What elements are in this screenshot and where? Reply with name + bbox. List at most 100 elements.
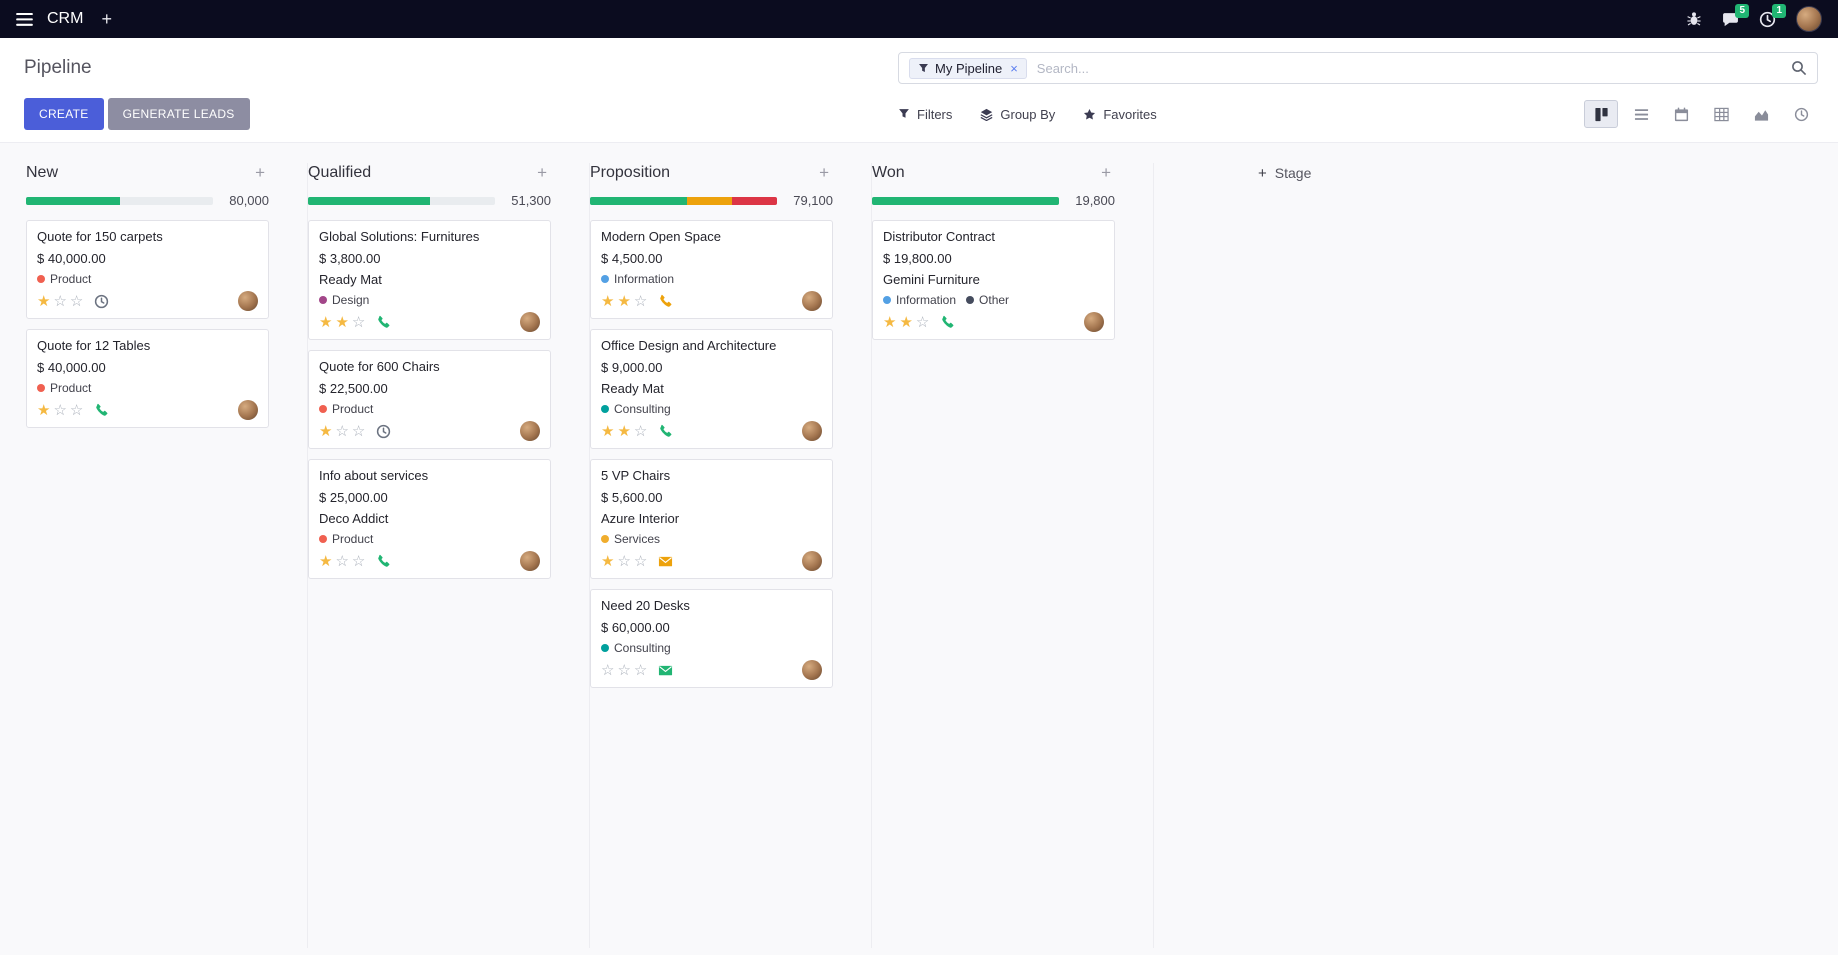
search-icon[interactable]: [1791, 60, 1807, 76]
add-stage-button[interactable]: + Stage: [1258, 165, 1311, 948]
star-icon[interactable]: ★: [601, 422, 615, 440]
favorites-button[interactable]: Favorites: [1083, 107, 1157, 122]
star-icon[interactable]: ★: [319, 552, 333, 570]
column-progressbar[interactable]: [308, 196, 495, 205]
kanban-card[interactable]: Global Solutions: Furnitures $ 3,800.00 Re…: [308, 220, 551, 340]
column-title[interactable]: Proposition: [590, 164, 671, 181]
column-add-icon[interactable]: +: [537, 163, 547, 182]
column-progressbar[interactable]: [872, 196, 1059, 205]
kanban-card[interactable]: Quote for 12 Tables $ 40,000.00 Product ★ ☆ ☆: [26, 329, 269, 428]
star-icon[interactable]: ☆: [617, 661, 631, 679]
star-icon[interactable]: ☆: [633, 552, 648, 570]
star-icon[interactable]: ☆: [601, 661, 615, 679]
activity-clock-icon[interactable]: [376, 424, 391, 439]
activities-clock-icon[interactable]: 1: [1759, 3, 1786, 28]
card-tag[interactable]: Design: [319, 293, 369, 307]
graph-view-button[interactable]: [1744, 100, 1778, 128]
card-avatar: [238, 291, 258, 311]
filters-button[interactable]: Filters: [898, 107, 952, 122]
kanban-card[interactable]: Need 20 Desks $ 60,000.00 Consulting ☆ ☆ ☆: [590, 589, 833, 688]
column-progressbar[interactable]: [590, 196, 777, 205]
debug-bug-icon[interactable]: [1686, 11, 1702, 27]
star-icon[interactable]: ★: [883, 313, 897, 331]
activity-phone-icon[interactable]: [376, 315, 391, 330]
star-icon[interactable]: ★: [319, 313, 333, 331]
star-icon[interactable]: ☆: [53, 401, 67, 419]
activity-phone-icon[interactable]: [940, 315, 955, 330]
star-icon[interactable]: ★: [899, 313, 913, 331]
group-by-button[interactable]: Group By: [980, 107, 1055, 122]
card-tag[interactable]: Consulting: [601, 641, 671, 655]
pivot-view-button[interactable]: [1704, 100, 1738, 128]
star-icon[interactable]: ★: [617, 292, 631, 310]
activity-phone-icon[interactable]: [94, 403, 109, 418]
card-tag[interactable]: Information: [601, 272, 674, 286]
star-icon[interactable]: ☆: [351, 552, 366, 570]
column-add-icon[interactable]: +: [819, 163, 829, 182]
activity-phone-icon[interactable]: [658, 294, 673, 309]
card-title: Global Solutions: Furnitures: [319, 229, 480, 244]
activity-envelope-icon[interactable]: [658, 663, 673, 678]
search-bar[interactable]: My Pipeline ×: [898, 52, 1818, 84]
search-input[interactable]: [1034, 59, 1783, 77]
column-progressbar[interactable]: [26, 196, 213, 205]
star-icon[interactable]: ☆: [335, 422, 349, 440]
activity-view-button[interactable]: [1784, 100, 1818, 128]
star-icon[interactable]: ☆: [335, 552, 349, 570]
kanban-card[interactable]: Modern Open Space $ 4,500.00 Information ★ ★…: [590, 220, 833, 319]
star-icon[interactable]: ★: [601, 552, 615, 570]
activity-envelope-icon[interactable]: [658, 554, 673, 569]
search-facet[interactable]: My Pipeline ×: [909, 57, 1027, 79]
column-title[interactable]: Qualified: [308, 164, 372, 181]
star-icon[interactable]: ★: [617, 422, 631, 440]
column-add-icon[interactable]: +: [1101, 163, 1111, 182]
card-tag[interactable]: Product: [37, 272, 91, 286]
card-tag[interactable]: Product: [319, 532, 373, 546]
create-button[interactable]: CREATE: [24, 98, 104, 130]
messages-icon[interactable]: 5: [1722, 3, 1749, 28]
card-tag[interactable]: Other: [966, 293, 1009, 307]
kanban-card[interactable]: Quote for 600 Chairs $ 22,500.00 Product ★ ☆…: [308, 350, 551, 449]
star-icon[interactable]: ☆: [633, 422, 648, 440]
app-name[interactable]: CRM: [47, 10, 84, 27]
generate-leads-button[interactable]: GENERATE LEADS: [107, 98, 250, 130]
list-view-button[interactable]: [1624, 100, 1658, 128]
star-icon[interactable]: ☆: [69, 292, 84, 310]
card-tag[interactable]: Consulting: [601, 402, 671, 416]
card-tag[interactable]: Services: [601, 532, 660, 546]
kanban-view-button[interactable]: [1584, 100, 1618, 128]
user-avatar[interactable]: [1796, 6, 1822, 32]
star-icon[interactable]: ☆: [633, 661, 648, 679]
column-title[interactable]: Won: [872, 164, 905, 181]
kanban-card[interactable]: Office Design and Architecture $ 9,000.00…: [590, 329, 833, 449]
star-icon[interactable]: ★: [335, 313, 349, 331]
calendar-view-button[interactable]: [1664, 100, 1698, 128]
column-add-icon[interactable]: +: [255, 163, 265, 182]
kanban-card[interactable]: Quote for 150 carpets $ 40,000.00 Product ★…: [26, 220, 269, 319]
activity-phone-icon[interactable]: [658, 424, 673, 439]
facet-close-icon[interactable]: ×: [1010, 60, 1018, 76]
star-icon[interactable]: ☆: [633, 292, 648, 310]
apps-menu-icon[interactable]: [16, 12, 33, 26]
star-icon[interactable]: ☆: [915, 313, 930, 331]
activity-clock-icon[interactable]: [94, 294, 109, 309]
column-amount: 80,000: [229, 193, 269, 208]
star-icon[interactable]: ☆: [351, 422, 366, 440]
star-icon[interactable]: ★: [601, 292, 615, 310]
card-tag[interactable]: Information: [883, 293, 956, 307]
star-icon[interactable]: ★: [37, 401, 51, 419]
card-tag[interactable]: Product: [37, 381, 91, 395]
star-icon[interactable]: ☆: [617, 552, 631, 570]
star-icon[interactable]: ★: [319, 422, 333, 440]
star-icon[interactable]: ☆: [53, 292, 67, 310]
card-tag[interactable]: Product: [319, 402, 373, 416]
nav-plus-icon[interactable]: +: [101, 9, 112, 29]
star-icon[interactable]: ★: [37, 292, 51, 310]
column-title[interactable]: New: [26, 164, 59, 181]
star-icon[interactable]: ☆: [69, 401, 84, 419]
star-icon[interactable]: ☆: [351, 313, 366, 331]
activity-phone-icon[interactable]: [376, 554, 391, 569]
kanban-card[interactable]: Info about services $ 25,000.00 Deco Addic…: [308, 459, 551, 579]
kanban-card[interactable]: 5 VP Chairs $ 5,600.00 Azure Interior Servi…: [590, 459, 833, 579]
kanban-card[interactable]: Distributor Contract $ 19,800.00 Gemini Fu…: [872, 220, 1115, 340]
